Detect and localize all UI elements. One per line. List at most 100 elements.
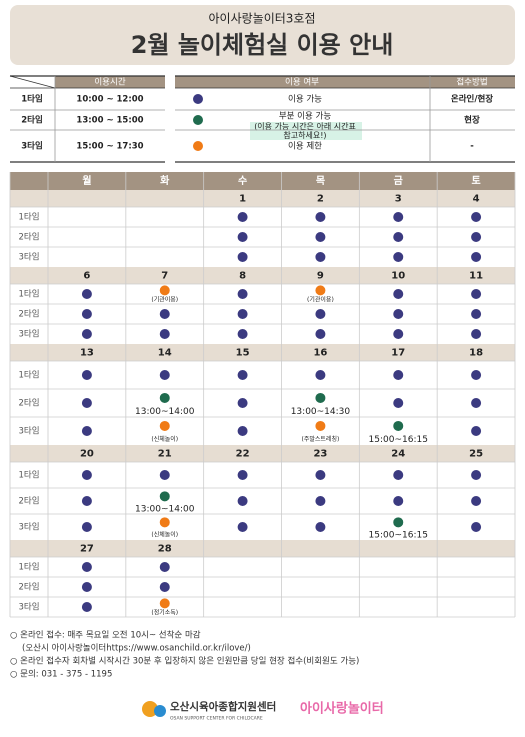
date: 6 bbox=[83, 271, 90, 282]
slot-name: 2타임 bbox=[21, 115, 43, 126]
status-dot bbox=[81, 329, 92, 339]
weekday: 토 bbox=[471, 175, 480, 187]
slot-name: 1타임 bbox=[21, 94, 43, 105]
status-dot bbox=[81, 426, 92, 436]
slot-name: 3타임 bbox=[21, 141, 43, 152]
slot-label: 2타임 bbox=[18, 232, 39, 243]
status-dot bbox=[393, 309, 404, 319]
status-dot bbox=[315, 522, 326, 532]
status-dot bbox=[81, 470, 92, 480]
date: 9 bbox=[317, 271, 324, 282]
logo-center-en: OSAN SUPPORT CENTER FOR CHILDCARE bbox=[170, 716, 263, 722]
status-dot bbox=[237, 522, 248, 532]
status-dot bbox=[471, 329, 482, 339]
status-dot bbox=[159, 491, 170, 502]
status-dot bbox=[471, 232, 482, 242]
detail-highlight bbox=[250, 122, 362, 131]
cell-note: 15:00~16:15 bbox=[369, 530, 428, 540]
status-dot bbox=[237, 496, 248, 506]
date: 1 bbox=[239, 194, 246, 205]
status-dot bbox=[81, 309, 92, 319]
date: 18 bbox=[469, 348, 483, 359]
cell-note: (기관이용) bbox=[151, 296, 178, 304]
status-dot bbox=[393, 289, 404, 299]
slot-label: 3타임 bbox=[18, 252, 39, 263]
status-dot bbox=[315, 329, 326, 339]
status-dot bbox=[159, 370, 170, 380]
date: 7 bbox=[161, 271, 168, 282]
cell-note: (신체놀이) bbox=[151, 435, 178, 443]
status-dot bbox=[315, 252, 326, 262]
status-dot bbox=[159, 285, 170, 296]
status-dot bbox=[315, 496, 326, 506]
status-dot bbox=[81, 398, 92, 408]
status-dot bbox=[159, 329, 170, 339]
slot-label: 1타임 bbox=[18, 562, 39, 573]
date-row-bg bbox=[10, 344, 515, 361]
table-header: 이용시간 bbox=[94, 77, 125, 88]
status-dot bbox=[237, 426, 248, 436]
status-dot bbox=[471, 370, 482, 380]
status-dot bbox=[159, 309, 170, 319]
legend-label: 이용 가능 bbox=[288, 94, 322, 105]
slot-label: 2타임 bbox=[18, 398, 39, 409]
date: 4 bbox=[473, 194, 480, 205]
date: 11 bbox=[469, 271, 483, 282]
date: 2 bbox=[317, 194, 324, 205]
footer-note: ○ 문의: 031 - 375 - 1195 bbox=[10, 669, 112, 680]
slot-label: 1타임 bbox=[18, 289, 39, 300]
cell-note: 13:00~14:00 bbox=[135, 407, 195, 417]
status-dot bbox=[81, 562, 92, 572]
status-dot bbox=[471, 309, 482, 319]
slot-time: 15:00 ~ 17:30 bbox=[76, 142, 143, 152]
status-dot bbox=[237, 212, 248, 222]
status-dot bbox=[315, 420, 326, 431]
status-dot bbox=[237, 370, 248, 380]
status-dot bbox=[81, 602, 92, 612]
cell-note: (정기소독) bbox=[151, 609, 178, 617]
status-dot bbox=[471, 426, 482, 436]
status-dot bbox=[315, 392, 326, 403]
status-dot bbox=[81, 522, 92, 532]
status-dot bbox=[81, 582, 92, 592]
legend-detail: 참고하세요!) bbox=[283, 130, 326, 140]
status-dot bbox=[315, 232, 326, 242]
status-dot bbox=[315, 470, 326, 480]
slot-time: 10:00 ~ 12:00 bbox=[76, 95, 143, 105]
date: 21 bbox=[158, 449, 172, 460]
status-dot bbox=[393, 470, 404, 480]
date: 14 bbox=[158, 348, 172, 359]
status-dot bbox=[471, 252, 482, 262]
slot-label: 3타임 bbox=[18, 522, 39, 533]
date: 3 bbox=[395, 194, 402, 205]
status-dot bbox=[393, 517, 404, 528]
status-dot bbox=[159, 470, 170, 480]
slot-label: 3타임 bbox=[18, 602, 39, 613]
legend-detail: (이용 가능 시간은 아래 시간표 bbox=[254, 121, 356, 131]
slot-label: 1타임 bbox=[18, 370, 39, 381]
legend-method: - bbox=[470, 142, 474, 152]
cell-note: (신체놀이) bbox=[151, 530, 178, 538]
status-dot bbox=[393, 370, 404, 380]
legend-label: 부분 이용 가능 bbox=[279, 111, 332, 122]
weekday: 금 bbox=[394, 175, 403, 187]
status-dot bbox=[393, 212, 404, 222]
date: 20 bbox=[80, 449, 94, 460]
legend-header: 접수방법 bbox=[456, 77, 487, 88]
slot-label: 3타임 bbox=[18, 426, 39, 437]
status-dot bbox=[315, 285, 326, 296]
status-dot bbox=[393, 232, 404, 242]
status-dot bbox=[393, 252, 404, 262]
slot-label: 2타임 bbox=[18, 496, 39, 507]
date: 17 bbox=[391, 348, 405, 359]
status-dot bbox=[315, 212, 326, 222]
slot-label: 2타임 bbox=[18, 309, 39, 320]
status-dot bbox=[81, 496, 92, 506]
status-dot bbox=[159, 392, 170, 403]
weekday-header-bg bbox=[10, 172, 515, 190]
weekday: 화 bbox=[160, 175, 170, 187]
status-dot bbox=[237, 232, 248, 242]
weekday: 수 bbox=[238, 175, 247, 187]
cell-note: 13:00~14:30 bbox=[291, 407, 351, 417]
